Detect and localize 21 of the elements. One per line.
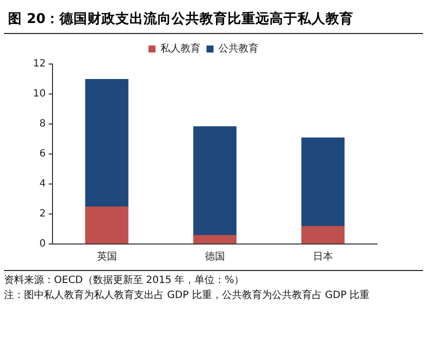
y-tick-label: 6 <box>39 148 46 160</box>
y-tick-label: 8 <box>39 118 46 130</box>
y-tick-label: 4 <box>39 178 46 190</box>
y-tick-label: 10 <box>32 88 46 100</box>
bar <box>193 126 236 235</box>
legend-label: 公共教育 <box>218 42 258 55</box>
bar <box>193 235 236 244</box>
text: 资料来源：OECD（数据更新至 2015 年，单位：%） <box>4 274 246 288</box>
bar <box>85 79 128 206</box>
text: 注：图中私人教育为私人教育支出占 GDP 比重，公共教育为公共教育占 GDP 比重 <box>4 288 371 303</box>
bar <box>301 226 345 244</box>
x-tick-label: 德国 <box>204 252 225 263</box>
x-tick-label: 日本 <box>312 250 333 263</box>
legend-label: 私人教育 <box>160 42 200 55</box>
x-tick-label: 英国 <box>96 250 117 263</box>
bar <box>85 206 128 244</box>
y-tick-label: 0 <box>39 238 46 250</box>
bar <box>301 138 345 226</box>
chart-title: 图 20：德国财政支出流向公共教育比重远高于私人教育 <box>4 0 423 34</box>
y-tick-label: 12 <box>32 58 46 70</box>
y-tick-label: 2 <box>39 208 46 220</box>
